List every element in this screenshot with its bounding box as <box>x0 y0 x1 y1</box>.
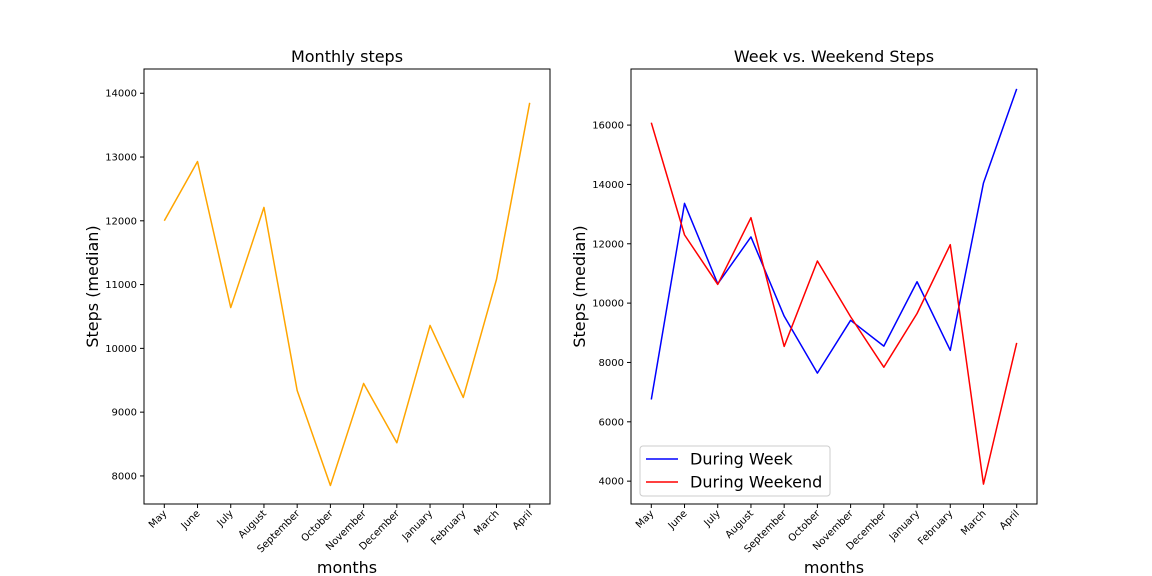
y-tick-label: 13000 <box>105 153 137 164</box>
x-tick-label: April <box>511 508 535 532</box>
x-tick-label: August <box>237 508 270 541</box>
y-tick-label: 8000 <box>599 358 624 369</box>
y-tick-label: 16000 <box>592 121 624 132</box>
y-tick-label: 12000 <box>592 239 624 250</box>
chart-title: Week vs. Weekend Steps <box>734 47 934 66</box>
y-tick-label: 14000 <box>592 180 624 191</box>
x-tick-label: June <box>666 508 690 532</box>
legend-box <box>639 445 831 497</box>
x-tick-label: June <box>179 508 203 532</box>
x-tick-label: February <box>916 508 955 547</box>
y-tick-label: 11000 <box>105 280 137 291</box>
series-line-during-week <box>650 88 1018 400</box>
y-tick-label: 12000 <box>105 216 137 227</box>
y-tick-label: 9000 <box>112 408 137 419</box>
x-tick-label: March <box>472 508 501 537</box>
chart-2: Week vs. Weekend Steps 4000 6000 8000 10000 1… <box>570 47 1038 576</box>
x-tick-label: February <box>429 508 468 547</box>
y-axis-label: Steps (median) <box>83 225 102 347</box>
x-axis-label: months <box>804 558 864 576</box>
x-axis-label: months <box>317 558 377 576</box>
x-tick-label: April <box>998 508 1022 532</box>
legend-label: During Weekend <box>690 473 822 492</box>
y-tick-label: 6000 <box>599 417 624 428</box>
series-line-during-weekend <box>650 122 1018 485</box>
x-tick-label: March <box>959 508 988 537</box>
plot-frame <box>630 68 1038 505</box>
y-axis-label: Steps (median) <box>570 225 589 347</box>
chart-title: Monthly steps <box>291 47 403 66</box>
y-tick-label: 10000 <box>592 299 624 310</box>
x-tick-label: July <box>215 508 236 529</box>
y-tick-label: 14000 <box>105 89 137 100</box>
x-tick-label: August <box>724 508 757 541</box>
x-tick-label: July <box>702 508 723 529</box>
x-tick-label: May <box>147 508 169 530</box>
x-tick-label: May <box>634 508 656 530</box>
plot-frame <box>143 68 551 505</box>
legend: During Week During Weekend <box>639 445 831 497</box>
y-tick-label: 10000 <box>105 344 137 355</box>
y-tick-label: 4000 <box>599 477 624 488</box>
chart-1: Monthly steps 8000 9000 10000 11000 12000 1300… <box>83 47 551 576</box>
series-line-1 <box>163 102 531 487</box>
legend-label: During Week <box>690 450 793 469</box>
y-tick-label: 8000 <box>112 471 137 482</box>
